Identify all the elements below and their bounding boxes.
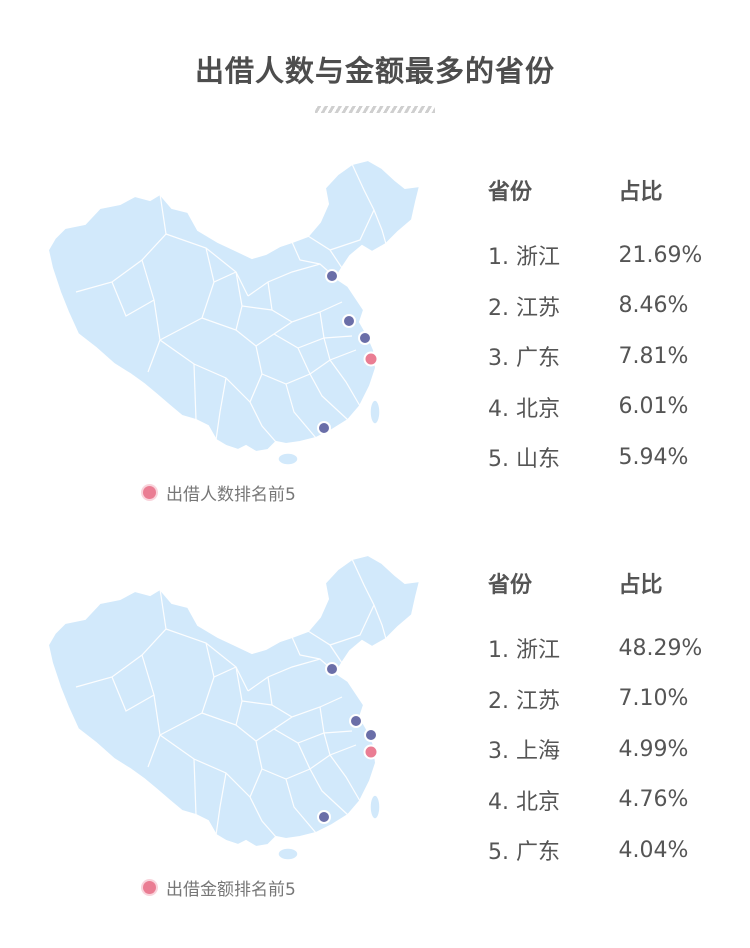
marker-zhejiang-top (363, 744, 379, 760)
row-province: 4. 北京 (488, 789, 560, 815)
table-row: 4. 北京 6.01% (488, 382, 728, 433)
province-borders (75, 163, 387, 443)
province-borders (75, 558, 387, 838)
row-province: 5. 广东 (488, 840, 560, 866)
marker-shanghai (364, 728, 378, 742)
hainan-shape (277, 847, 299, 861)
table-row: 2. 江苏 8.46% (488, 281, 728, 332)
taiwan-shape (369, 399, 381, 425)
row-share: 4.76% (618, 787, 689, 813)
table-header: 省份 占比 (488, 170, 728, 210)
table-row: 3. 广东 7.81% (488, 331, 728, 382)
row-province: 5. 山东 (488, 447, 560, 473)
table-row: 1. 浙江 21.69% (488, 230, 728, 281)
row-share: 48.29% (618, 635, 703, 661)
row-share: 21.69% (618, 242, 703, 268)
header-province: 省份 (488, 573, 533, 598)
marker-guangdong (317, 810, 331, 824)
legend-dot-icon (143, 485, 156, 499)
header-province: 省份 (488, 180, 533, 205)
taiwan-shape (369, 794, 381, 820)
lender-count-section: 出借人数排名前5 省份 占比 1. 浙江 21.69% 2. 江苏 8.46% … (0, 150, 750, 550)
legend-label: 出借金额排名前5 (166, 879, 296, 900)
hainan-shape (277, 452, 299, 466)
lending-amount-section: 出借金额排名前5 省份 占比 1. 浙江 48.29% 2. 江苏 7.10% … (0, 545, 750, 945)
page-title: 出借人数与金额最多的省份 (194, 54, 555, 88)
marker-zhejiang-top (363, 351, 379, 367)
table-row: 1. 浙江 48.29% (488, 623, 728, 674)
table-row: 5. 广东 4.04% (488, 825, 728, 876)
row-share: 4.04% (618, 837, 689, 863)
title-divider (315, 106, 435, 113)
header-share: 占比 (618, 180, 663, 205)
table-row: 2. 江苏 7.10% (488, 674, 728, 725)
province-share-table: 省份 占比 1. 浙江 21.69% 2. 江苏 8.46% 3. 广东 7.8… (488, 170, 728, 483)
row-province: 3. 上海 (488, 739, 560, 765)
china-map-lender-count (47, 159, 421, 466)
row-province: 4. 北京 (488, 396, 560, 422)
row-province: 1. 浙江 (488, 245, 560, 271)
china-outline (47, 159, 421, 453)
legend-label: 出借人数排名前5 (166, 484, 296, 505)
row-province: 1. 浙江 (488, 638, 560, 664)
marker-beijing (325, 662, 339, 676)
row-share: 7.10% (618, 686, 689, 712)
map-legend: 出借人数排名前5 (143, 480, 296, 505)
row-share: 7.81% (618, 343, 689, 369)
row-province: 3. 广东 (488, 346, 560, 372)
province-share-table: 省份 占比 1. 浙江 48.29% 2. 江苏 7.10% 3. 上海 4.9… (488, 563, 728, 876)
marker-jiangsu (349, 714, 363, 728)
row-share: 8.46% (618, 293, 689, 319)
china-outline (47, 554, 421, 848)
row-province: 2. 江苏 (488, 295, 560, 321)
map-legend: 出借金额排名前5 (143, 875, 296, 900)
marker-jiangsu (342, 314, 356, 328)
table-row: 4. 北京 4.76% (488, 775, 728, 826)
row-share: 4.99% (618, 736, 689, 762)
row-province: 2. 江苏 (488, 688, 560, 714)
china-map-lending-amount (47, 554, 421, 861)
marker-shanghai (358, 331, 372, 345)
table-row: 5. 山东 5.94% (488, 432, 728, 483)
table-header: 省份 占比 (488, 563, 728, 603)
marker-guangdong (317, 421, 331, 435)
row-share: 5.94% (618, 444, 689, 470)
row-share: 6.01% (618, 394, 689, 420)
legend-dot-icon (143, 880, 156, 894)
table-row: 3. 上海 4.99% (488, 724, 728, 775)
header-share: 占比 (618, 573, 663, 598)
marker-beijing (325, 269, 339, 283)
